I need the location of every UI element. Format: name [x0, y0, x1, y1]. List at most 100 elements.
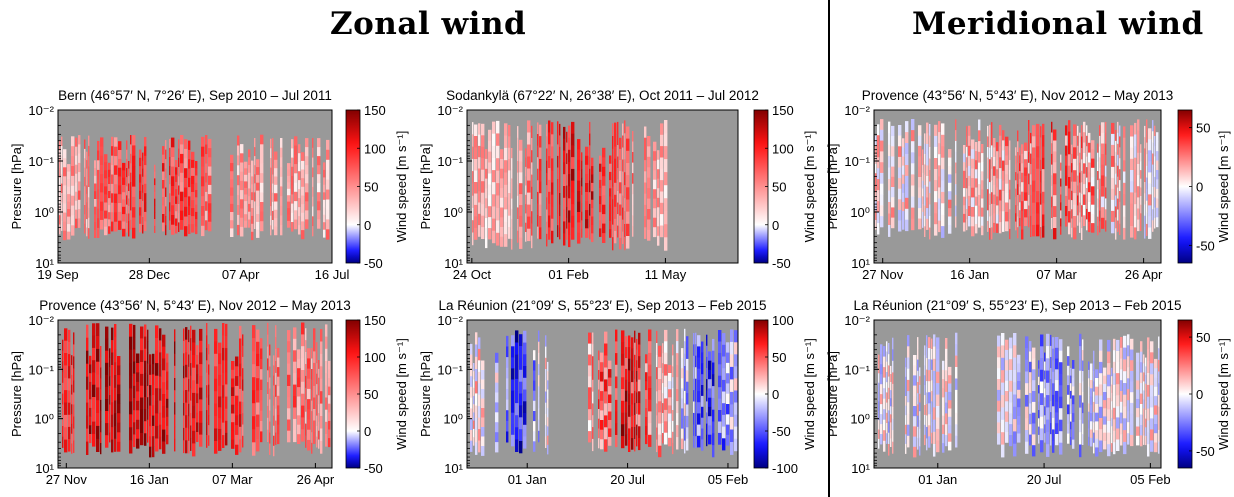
data-cell	[712, 362, 715, 375]
data-cell	[1001, 345, 1005, 359]
data-cell	[1051, 132, 1053, 144]
data-cell	[192, 443, 196, 457]
data-cell	[287, 169, 291, 177]
data-cell	[199, 399, 203, 412]
data-cell	[312, 216, 314, 227]
data-cell	[144, 360, 147, 374]
data-cell	[880, 162, 884, 174]
x-tick-label: 11 May	[645, 267, 687, 282]
data-cell	[517, 161, 519, 173]
data-cell	[1154, 217, 1156, 229]
data-cell	[1028, 216, 1030, 228]
data-cell	[1036, 168, 1040, 181]
data-cell	[256, 353, 260, 367]
data-cell	[517, 207, 519, 220]
data-cell	[100, 399, 102, 412]
data-cell	[592, 356, 594, 369]
data-cell	[548, 168, 551, 181]
data-cell	[256, 229, 260, 238]
data-cell	[898, 220, 902, 232]
data-cell	[318, 395, 320, 405]
data-cell	[313, 374, 316, 387]
data-cell	[938, 121, 941, 133]
data-cell	[730, 366, 734, 380]
data-cell	[178, 139, 180, 149]
data-cell	[511, 188, 513, 199]
data-cell	[1042, 169, 1045, 181]
data-cell	[695, 424, 697, 437]
data-cell	[478, 202, 481, 215]
data-cell	[1156, 141, 1159, 152]
data-cell	[1001, 333, 1005, 346]
data-cell	[602, 204, 606, 215]
data-cell	[318, 368, 320, 379]
data-cell	[68, 402, 71, 416]
data-cell	[624, 224, 626, 238]
data-cell	[1060, 210, 1062, 219]
colorbar-tick-label: -50	[1196, 444, 1215, 459]
data-cell	[242, 345, 244, 358]
data-cell	[155, 375, 159, 389]
data-cell	[563, 186, 566, 199]
data-cell	[1083, 121, 1086, 133]
data-cell	[934, 191, 938, 203]
data-cell	[1088, 172, 1091, 183]
data-cell	[62, 415, 64, 427]
data-cell	[129, 323, 133, 338]
data-cell	[320, 341, 323, 355]
data-cell	[1140, 393, 1143, 405]
data-cell	[551, 146, 554, 159]
data-cell	[149, 405, 152, 417]
data-cell	[218, 428, 222, 441]
data-cell	[1052, 360, 1055, 373]
data-cell	[1017, 195, 1019, 207]
data-cell	[71, 355, 73, 366]
data-cell	[96, 374, 100, 388]
data-cell	[312, 177, 314, 188]
data-cell	[195, 190, 198, 198]
data-cell	[681, 358, 684, 369]
data-cell	[681, 398, 684, 409]
data-cell	[195, 211, 198, 220]
data-cell	[706, 379, 708, 391]
data-cell	[59, 140, 61, 150]
data-cell	[205, 220, 208, 231]
data-cell	[1091, 149, 1095, 159]
data-cell	[492, 145, 496, 159]
data-cell	[1081, 125, 1083, 137]
data-cell	[1111, 376, 1113, 385]
data-cell	[1044, 370, 1046, 380]
data-cell	[111, 365, 114, 378]
data-cell	[628, 393, 631, 406]
data-cell	[941, 157, 945, 170]
data-cell	[656, 403, 658, 416]
data-cell	[1145, 366, 1147, 376]
data-cell	[1073, 193, 1077, 205]
data-cell	[708, 425, 712, 436]
data-cell	[681, 438, 684, 450]
data-cell	[92, 335, 96, 349]
data-cell	[293, 407, 297, 420]
data-cell	[563, 209, 566, 222]
data-cell	[260, 431, 263, 443]
data-cell	[214, 341, 218, 355]
data-cell	[1030, 132, 1032, 144]
data-cell	[307, 358, 311, 369]
data-cell	[105, 423, 109, 436]
data-cell	[697, 391, 701, 403]
data-cell	[248, 157, 251, 166]
data-cell	[1123, 406, 1127, 419]
data-cell	[185, 339, 188, 353]
data-cell	[966, 198, 968, 210]
data-cell	[1030, 153, 1032, 165]
data-cell	[323, 229, 326, 238]
data-cell	[273, 435, 275, 447]
data-cell	[154, 212, 156, 220]
data-cell	[100, 183, 104, 193]
data-cell	[175, 160, 178, 168]
data-cell	[1148, 128, 1152, 140]
data-cell	[648, 352, 652, 365]
data-cell	[624, 198, 626, 212]
data-cell	[1119, 180, 1121, 192]
data-cell	[1038, 393, 1040, 403]
